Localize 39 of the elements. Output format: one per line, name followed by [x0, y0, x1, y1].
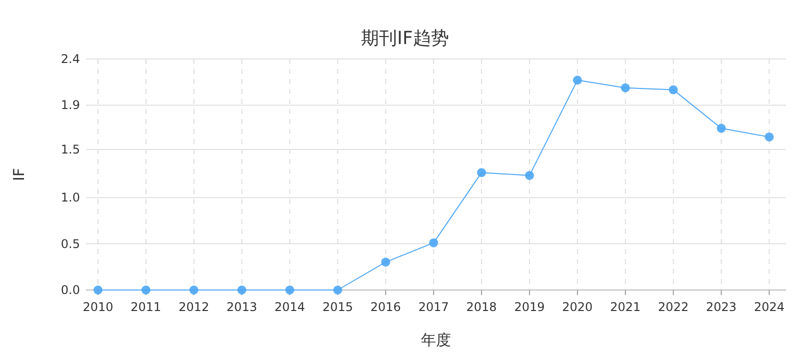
- chart-title: 期刊IF趋势: [361, 28, 449, 49]
- y-tick-label: 1.9: [60, 98, 80, 112]
- x-tick-label: 2023: [706, 300, 737, 314]
- point: [716, 124, 726, 133]
- x-axis-title: 年度: [421, 331, 451, 349]
- y-tick-label: 1.0: [60, 190, 80, 205]
- x-tick-label: 2011: [130, 300, 162, 314]
- point: [381, 258, 390, 267]
- point: [285, 286, 294, 294]
- x-tick-label: 2014: [274, 300, 306, 314]
- x-tick-label: 2020: [562, 300, 593, 314]
- point: [477, 168, 486, 178]
- x-tick-label: 2018: [466, 300, 497, 314]
- x-tick-label: 2015: [322, 300, 353, 314]
- y-tick-label: 0.5: [60, 236, 80, 251]
- x-tick-label: 2024: [754, 300, 784, 314]
- point: [237, 286, 246, 294]
- point: [141, 286, 150, 294]
- y-tick-label: 1.5: [60, 142, 80, 156]
- point: [189, 286, 198, 294]
- y-tick-label: 0.0: [60, 283, 80, 297]
- point: [764, 132, 774, 142]
- point: [93, 286, 102, 294]
- point: [524, 170, 534, 180]
- x-tick-label: 2017: [418, 300, 449, 314]
- x-tick-label: 2013: [226, 300, 258, 314]
- point: [333, 286, 342, 294]
- point: [668, 85, 678, 94]
- x-tick-label: 2021: [610, 300, 641, 314]
- x-tick-label: 2016: [370, 300, 401, 314]
- point: [572, 76, 582, 85]
- y-axis-title: IF: [10, 168, 28, 182]
- x-tick-label: 2019: [514, 300, 545, 314]
- x-tick-label: 2010: [82, 300, 114, 314]
- y-tick-label: 2.4: [60, 52, 80, 66]
- point: [429, 238, 438, 248]
- x-tick-label: 2022: [658, 300, 689, 314]
- point: [620, 83, 630, 92]
- x-tick-label: 2012: [178, 300, 210, 314]
